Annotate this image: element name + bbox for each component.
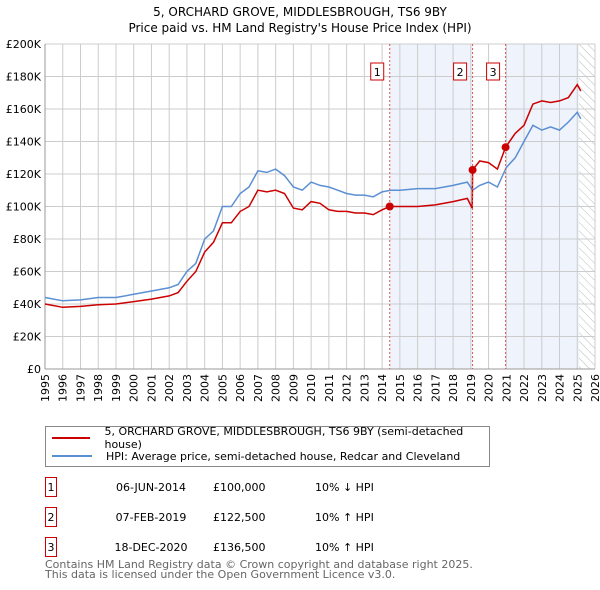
- x-tick-label: 2010: [305, 374, 318, 402]
- x-tick-label: 2022: [518, 374, 531, 402]
- y-tick-label: £100K: [6, 201, 42, 214]
- sale-price: £136,500: [213, 540, 266, 554]
- sale-label: 2: [457, 66, 464, 79]
- sale-point: [501, 143, 510, 152]
- legend-item-hpi: HPI: Average price, semi-detached house,…: [52, 448, 460, 464]
- sale-price: £100,000: [213, 480, 266, 494]
- chart-subtitle: Price paid vs. HM Land Registry's House …: [128, 21, 471, 35]
- y-tick-label: £20K: [13, 331, 42, 344]
- x-tick-label: 2007: [252, 374, 265, 402]
- x-tick-label: 2014: [376, 374, 389, 402]
- x-tick-label: 2026: [589, 374, 600, 402]
- sale-marker-number: 3: [45, 537, 57, 557]
- y-tick-label: £60K: [13, 266, 42, 279]
- x-tick-label: 2003: [181, 374, 194, 402]
- price-chart: 5, ORCHARD GROVE, MIDDLESBROUGH, TS6 9BY…: [6, 5, 600, 402]
- x-tick-label: 2002: [163, 374, 176, 402]
- sale-row: 1 06-JUN-2014 £100,000 10% ↓ HPI: [45, 476, 374, 498]
- sale-date: 18-DEC-2020: [114, 540, 188, 554]
- footer-attribution: Contains HM Land Registry data © Crown c…: [45, 558, 473, 581]
- sale-label-box: [453, 62, 468, 81]
- x-tick-label: 2009: [287, 374, 300, 402]
- sale-label-box: [486, 62, 501, 81]
- sale-point: [468, 165, 477, 174]
- x-tick-label: 1998: [92, 374, 105, 402]
- y-tick-label: £120K: [6, 168, 42, 181]
- sale-hpi-diff: 10% ↑ HPI: [315, 510, 374, 524]
- sale-marker-number: 2: [45, 507, 57, 527]
- property-price-line: [44, 83, 582, 309]
- x-tick-label: 2016: [412, 374, 425, 402]
- x-tick-label: 2018: [447, 374, 460, 402]
- x-tick-label: 2011: [323, 374, 336, 402]
- y-tick-label: £180K: [6, 71, 42, 84]
- x-tick-label: 1997: [74, 374, 87, 402]
- y-tick-label: £140K: [6, 136, 42, 149]
- x-tick-label: 2025: [571, 374, 584, 402]
- sale-row: 3 18-DEC-2020 £136,500 10% ↑ HPI: [45, 536, 374, 558]
- x-tick-label: 2019: [465, 374, 478, 402]
- sale-date: 07-FEB-2019: [115, 510, 187, 524]
- legend-swatch-red: [52, 437, 91, 439]
- sale-label: 1: [374, 66, 381, 79]
- sale-date: 06-JUN-2014: [115, 480, 187, 494]
- sale-hpi-diff: 10% ↑ HPI: [315, 540, 374, 554]
- x-tick-label: 2013: [358, 374, 371, 402]
- x-tick-label: 2004: [199, 374, 212, 402]
- sale-marker-number: 1: [45, 477, 57, 497]
- legend-item-property: 5, ORCHARD GROVE, MIDDLESBROUGH, TS6 9BY…: [52, 425, 489, 451]
- x-tick-label: 2023: [536, 374, 549, 402]
- y-tick-label: £40K: [13, 298, 42, 311]
- footer-line: Contains HM Land Registry data © Crown c…: [45, 558, 473, 571]
- legend-label: 5, ORCHARD GROVE, MIDDLESBROUGH, TS6 9BY…: [104, 425, 464, 451]
- legend-swatch-blue: [52, 455, 92, 457]
- sale-row: 2 07-FEB-2019 £122,500 10% ↑ HPI: [45, 506, 374, 528]
- chart-legend: 5, ORCHARD GROVE, MIDDLESBROUGH, TS6 9BY…: [45, 425, 490, 467]
- x-tick-label: 2000: [128, 374, 141, 402]
- x-tick-label: 2024: [554, 374, 567, 402]
- sale-hpi-diff: 10% ↓ HPI: [315, 480, 374, 494]
- hpi-line: [44, 111, 582, 302]
- x-tick-label: 2006: [234, 374, 247, 402]
- x-tick-label: 2015: [394, 374, 407, 402]
- x-tick-label: 2008: [270, 374, 283, 402]
- y-tick-label: £80K: [13, 233, 42, 246]
- legend-label: HPI: Average price, semi-detached house,…: [106, 449, 461, 463]
- y-tick-label: £200K: [6, 38, 42, 51]
- sale-label: 3: [490, 66, 497, 79]
- footer-line: This data is licensed under the Open Gov…: [45, 568, 396, 581]
- y-tick-label: £160K: [6, 103, 42, 116]
- y-tick-label: £0: [27, 363, 41, 376]
- x-tick-label: 2020: [483, 374, 496, 402]
- x-tick-label: 1996: [57, 374, 70, 402]
- sale-label-box: [370, 62, 385, 81]
- x-tick-label: 2001: [145, 374, 158, 402]
- x-tick-label: 2021: [500, 374, 513, 402]
- x-tick-label: 1999: [110, 374, 123, 402]
- chart-title: 5, ORCHARD GROVE, MIDDLESBROUGH, TS6 9BY: [153, 5, 447, 19]
- x-tick-label: 2017: [429, 374, 442, 402]
- x-tick-label: 2005: [216, 374, 229, 402]
- x-tick-label: 2012: [341, 374, 354, 402]
- x-tick-label: 1995: [39, 374, 52, 402]
- sale-point: [385, 202, 394, 211]
- sale-price: £122,500: [213, 510, 266, 524]
